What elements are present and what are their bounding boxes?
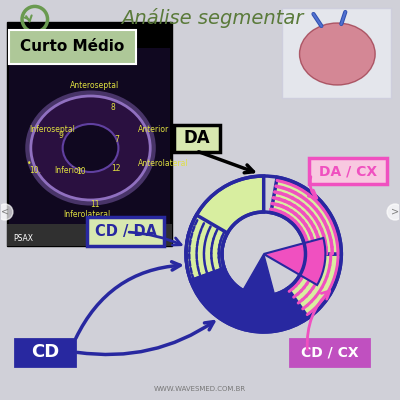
FancyBboxPatch shape (310, 158, 387, 184)
Circle shape (0, 204, 13, 220)
Text: Inferoseptal: Inferoseptal (29, 126, 75, 134)
Text: 7: 7 (114, 136, 119, 144)
Circle shape (387, 204, 400, 220)
FancyBboxPatch shape (7, 22, 172, 246)
Text: 12: 12 (112, 164, 121, 172)
Text: 10.: 10. (29, 166, 41, 174)
Text: CD / DA: CD / DA (94, 224, 156, 239)
FancyBboxPatch shape (290, 339, 369, 366)
Ellipse shape (63, 124, 118, 172)
Text: Inferior: Inferior (55, 166, 82, 174)
Wedge shape (288, 254, 341, 318)
Text: WWW.WAVESMED.COM.BR: WWW.WAVESMED.COM.BR (154, 386, 246, 392)
Wedge shape (186, 215, 228, 281)
Text: DA: DA (184, 129, 210, 147)
Wedge shape (264, 238, 325, 285)
Text: PSAX: PSAX (13, 234, 33, 243)
Text: CD / CX: CD / CX (300, 346, 358, 359)
FancyBboxPatch shape (9, 48, 170, 244)
Text: Inferolateral: Inferolateral (63, 210, 110, 219)
FancyBboxPatch shape (7, 224, 172, 246)
Wedge shape (191, 268, 308, 332)
Text: <: < (1, 207, 9, 217)
Wedge shape (232, 254, 280, 318)
Text: CD: CD (31, 343, 59, 362)
Wedge shape (271, 177, 341, 254)
Text: 8: 8 (110, 104, 115, 112)
Text: >: > (391, 207, 399, 217)
Text: Anterolateral: Anterolateral (138, 160, 189, 168)
Text: Análise segmentar: Análise segmentar (121, 8, 303, 28)
FancyBboxPatch shape (282, 8, 391, 98)
FancyBboxPatch shape (15, 339, 75, 366)
Wedge shape (186, 176, 264, 274)
FancyBboxPatch shape (174, 125, 220, 152)
Text: 9: 9 (58, 132, 63, 140)
Ellipse shape (31, 96, 150, 200)
Ellipse shape (300, 23, 375, 85)
Text: Anteroseptal: Anteroseptal (70, 81, 119, 90)
FancyBboxPatch shape (86, 217, 164, 246)
Text: Curto Médio: Curto Médio (20, 39, 125, 54)
Text: 10: 10 (76, 168, 85, 176)
Text: 11: 11 (90, 200, 99, 209)
Text: Anterior: Anterior (138, 126, 170, 134)
FancyBboxPatch shape (9, 30, 136, 64)
Text: •: • (26, 160, 31, 168)
Text: DA / CX: DA / CX (320, 164, 378, 178)
